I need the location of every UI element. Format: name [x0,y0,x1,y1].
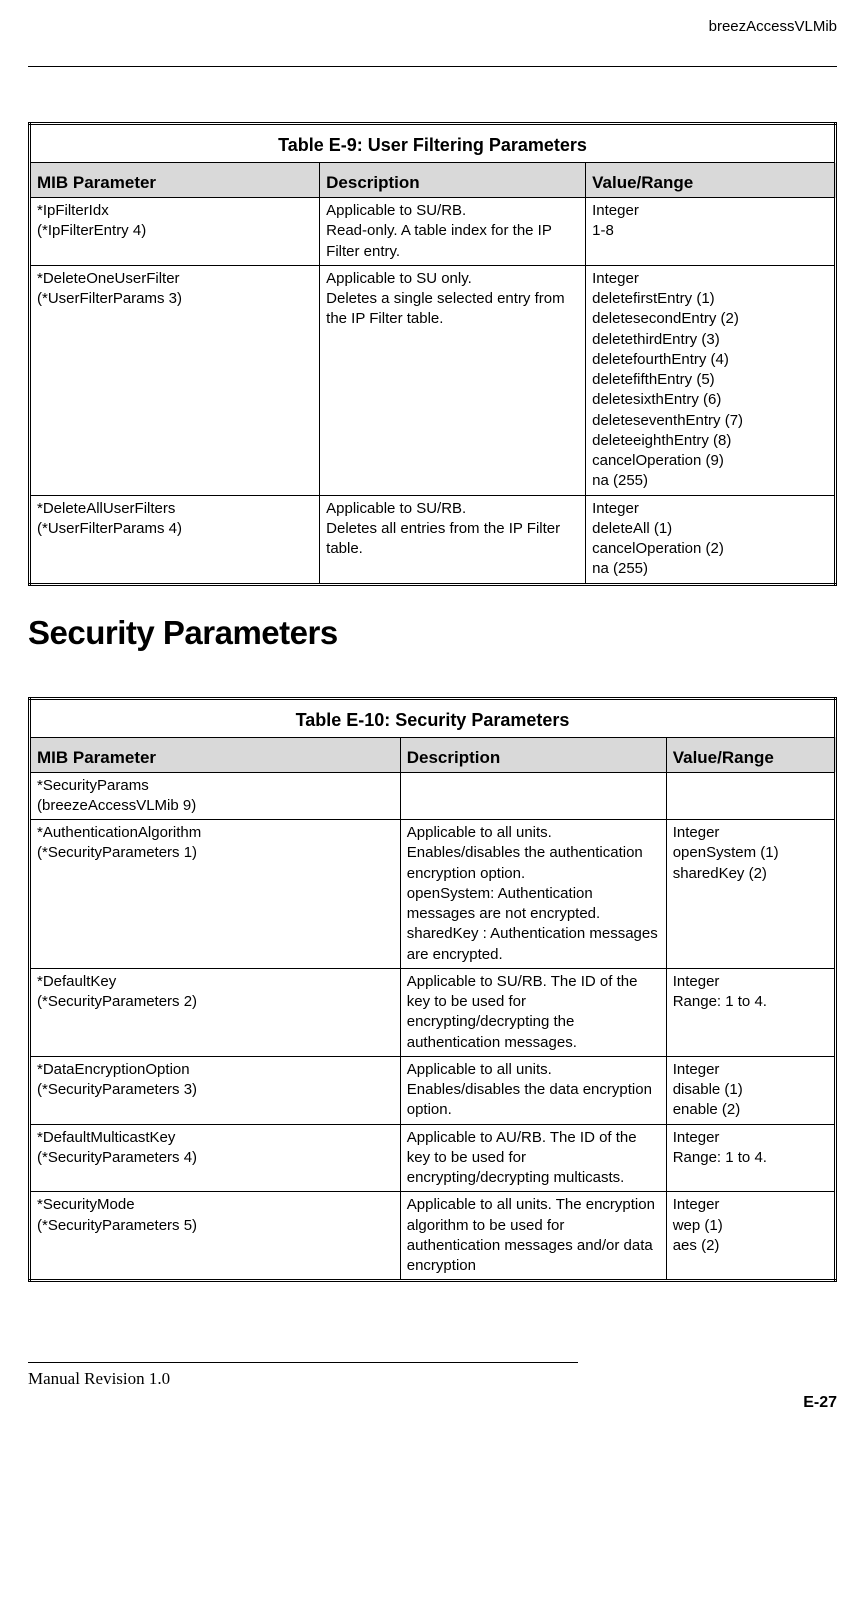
table2-cell-mib: *SecurityMode (*SecurityParameters 5) [30,1192,401,1281]
table1-cell-value: Integer deleteAll (1) cancelOperation (2… [586,495,836,584]
table-row: *DefaultKey (*SecurityParameters 2)Appli… [30,968,836,1056]
table2-cell-mib: *SecurityParams (breezeAccessVLMib 9) [30,772,401,820]
table1-header-desc: Description [320,163,586,198]
table2-cell-value: Integer Range: 1 to 4. [666,1124,835,1192]
table2-cell-mib: *DataEncryptionOption (*SecurityParamete… [30,1056,401,1124]
table1-cell-mib: *DeleteOneUserFilter (*UserFilterParams … [30,265,320,495]
table2-body: *SecurityParams (breezeAccessVLMib 9)*Au… [30,772,836,1281]
table2-title: Table E-10: Security Parameters [30,698,836,737]
table2-header-desc: Description [400,737,666,772]
table2-cell-mib: *DefaultKey (*SecurityParameters 2) [30,968,401,1056]
table1-cell-desc: Applicable to SU/RB. Read-only. A table … [320,198,586,266]
table2-cell-desc: Applicable to SU/RB. The ID of the key t… [400,968,666,1056]
table1-cell-mib: *IpFilterIdx (*IpFilterEntry 4) [30,198,320,266]
section-heading: Security Parameters [28,614,837,652]
footer-rule [28,1362,578,1363]
table1-header-value: Value/Range [586,163,836,198]
table2-cell-desc: Applicable to all units. Enables/disable… [400,1056,666,1124]
table-row: *DeleteAllUserFilters (*UserFilterParams… [30,495,836,584]
table-user-filtering: Table E-9: User Filtering Parameters MIB… [28,122,837,586]
table-security: Table E-10: Security Parameters MIB Para… [28,697,837,1283]
table2-cell-mib: *AuthenticationAlgorithm (*SecurityParam… [30,820,401,969]
table-row: *AuthenticationAlgorithm (*SecurityParam… [30,820,836,969]
table1-body: *IpFilterIdx (*IpFilterEntry 4)Applicabl… [30,198,836,585]
table-row: *DeleteOneUserFilter (*UserFilterParams … [30,265,836,495]
table2-cell-desc: Applicable to all units. Enables/disable… [400,820,666,969]
table2-cell-mib: *DefaultMulticastKey (*SecurityParameter… [30,1124,401,1192]
table1-cell-value: Integer deletefirstEntry (1) deletesecon… [586,265,836,495]
table-row: *DataEncryptionOption (*SecurityParamete… [30,1056,836,1124]
table1-cell-value: Integer 1-8 [586,198,836,266]
table-row: *IpFilterIdx (*IpFilterEntry 4)Applicabl… [30,198,836,266]
table1-cell-mib: *DeleteAllUserFilters (*UserFilterParams… [30,495,320,584]
footer-content: Manual Revision 1.0 E-27 [28,1369,837,1412]
table2-header-value: Value/Range [666,737,835,772]
table2-cell-value: Integer Range: 1 to 4. [666,968,835,1056]
footer-revision: Manual Revision 1.0 [28,1369,170,1389]
table2-cell-desc: Applicable to AU/RB. The ID of the key t… [400,1124,666,1192]
table-row: *SecurityParams (breezeAccessVLMib 9) [30,772,836,820]
table-row: *SecurityMode (*SecurityParameters 5)App… [30,1192,836,1281]
table2-cell-value: Integer openSystem (1) sharedKey (2) [666,820,835,969]
table2-cell-value: Integer wep (1) aes (2) [666,1192,835,1281]
table2-cell-desc: Applicable to all units. The encryption … [400,1192,666,1281]
table2-cell-desc [400,772,666,820]
page-footer: Manual Revision 1.0 E-27 [28,1362,837,1412]
footer-page-number: E-27 [803,1394,837,1412]
content-area: Table E-9: User Filtering Parameters MIB… [28,67,837,1282]
table1-cell-desc: Applicable to SU only. Deletes a single … [320,265,586,495]
table2-cell-value [666,772,835,820]
table1-title: Table E-9: User Filtering Parameters [30,124,836,163]
page-header: breezAccessVLMib [28,18,837,46]
table-row: *DefaultMulticastKey (*SecurityParameter… [30,1124,836,1192]
table1-header-mib: MIB Parameter [30,163,320,198]
table1-cell-desc: Applicable to SU/RB. Deletes all entries… [320,495,586,584]
header-label: breezAccessVLMib [709,18,837,35]
table2-cell-value: Integer disable (1) enable (2) [666,1056,835,1124]
table2-header-mib: MIB Parameter [30,737,401,772]
